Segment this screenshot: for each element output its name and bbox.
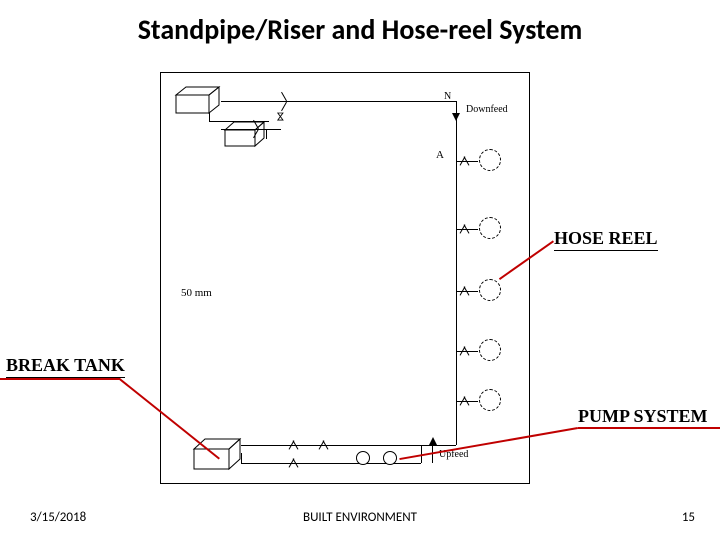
break-tank-text: BREAK TANK [6, 355, 125, 378]
hose-reel-text: HOSE REEL [554, 228, 658, 251]
pump-2 [383, 451, 397, 465]
top-horizontal-pipe [221, 101, 456, 102]
pump-system-text: PUMP SYSTEM [578, 406, 708, 429]
hose-reel-1 [479, 149, 501, 171]
upfeed-arrow [429, 437, 437, 445]
downfeed-arrow [452, 113, 460, 121]
riser-valve-X: ⋈ [276, 112, 287, 122]
footer-page: 15 [682, 510, 695, 525]
tank-top-left [171, 83, 231, 121]
hose-reel-2 [479, 217, 501, 239]
tank-tl-drop [209, 113, 210, 121]
label-50mm: 50 mm [181, 287, 212, 299]
leader-break-tank-a [0, 378, 120, 380]
downfeed-label: Downfeed [466, 104, 508, 115]
leader-pump-a [578, 428, 720, 430]
riser-pipe [456, 101, 457, 445]
pump-1 [356, 451, 370, 465]
hose-reel-5 [479, 389, 501, 411]
hose-reel-annotation: HOSE REEL [554, 228, 658, 251]
top-valve-b [281, 102, 287, 111]
bottom-horizontal-pipe [241, 445, 456, 446]
slide-title: Standpipe/Riser and Hose-reel System [0, 12, 720, 47]
label-a: A [436, 149, 444, 161]
top-valve-a [281, 92, 287, 101]
break-tank-annotation: BREAK TANK [6, 355, 125, 378]
top-pipe-2 [221, 129, 281, 130]
hose-reel-3 [479, 279, 501, 301]
pump-system-annotation: PUMP SYSTEM [578, 406, 708, 429]
tank-top-mid [221, 119, 277, 153]
break-tank-out [241, 453, 242, 463]
hose-reel-4 [479, 339, 501, 361]
riser-valve-N: N [444, 91, 451, 102]
diagram-frame: N ⋈ Downfeed Upfeed A 50 mm [160, 72, 530, 484]
tank-tm-pipe [266, 129, 267, 139]
footer-center: BUILT ENVIRONMENT [0, 510, 720, 525]
